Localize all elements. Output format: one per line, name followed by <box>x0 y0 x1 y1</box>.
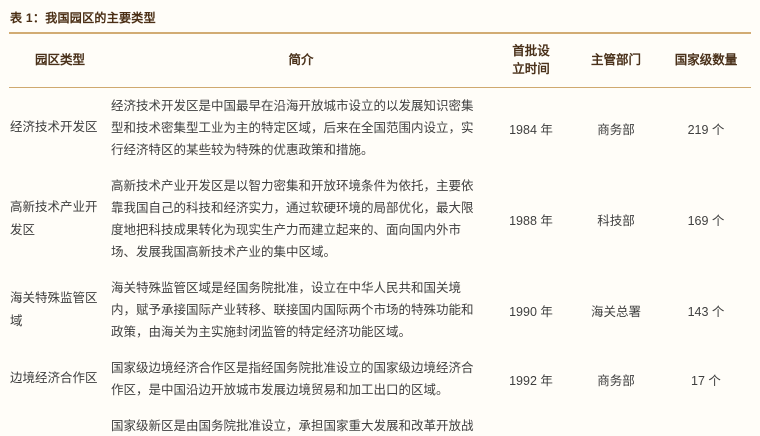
cell-count: 143 个 <box>687 304 725 319</box>
table-body: 经济技术开发区 经济技术开发区是中国最早在沿海开放城市设立的以发展知识密集型和技… <box>9 88 751 436</box>
cell-count: 169 个 <box>687 213 725 228</box>
cell-authority: 海关总署 <box>590 304 641 319</box>
column-header-national-count: 国家级数量 <box>661 34 751 89</box>
table-row: 国家级新区 国家级新区是由国务院批准设立，承担国家重大发展和改革开放战略任务的综… <box>9 408 751 436</box>
table-row: 高新技术产业开发区 高新技术产业开发区是以智力密集和开放环境条件为依托，主要依靠… <box>9 168 751 270</box>
cell-intro: 国家级新区是由国务院批准设立，承担国家重大发展和改革开放战略任务的综合功能区。国… <box>111 408 491 436</box>
cell-intro: 高新技术产业开发区是以智力密集和开放环境条件为依托，主要依靠我国自己的科技和经济… <box>111 179 474 260</box>
cell-count: 219 个 <box>687 122 725 137</box>
header-row: 园区类型 简介 首批设立时间 主管部门 国家级数量 <box>9 34 751 89</box>
park-types-table: 园区类型 简介 首批设立时间 主管部门 国家级数量 经济技术开发区 经济技术开 <box>9 34 751 436</box>
column-header-park-type: 园区类型 <box>9 34 111 89</box>
table-row: 海关特殊监管区域 海关特殊监管区域是经国务院批准，设立在中华人民共和国关境内，赋… <box>9 270 751 350</box>
cell-year: 1992 年 <box>509 373 553 388</box>
cell-year: 1984 年 <box>509 122 553 137</box>
table-title: 表 1：我国园区的主要类型 <box>9 5 751 34</box>
cell-park-type: 边境经济合作区 <box>10 371 98 386</box>
table-row: 经济技术开发区 经济技术开发区是中国最早在沿海开放城市设立的以发展知识密集型和技… <box>9 88 751 169</box>
cell-intro: 国家级边境经济合作区是指经国务院批准设立的国家级边境经济合作区，是中国沿边开放城… <box>111 361 474 398</box>
cell-year: 1988 年 <box>509 213 553 228</box>
table-header: 园区类型 简介 首批设立时间 主管部门 国家级数量 <box>9 34 751 89</box>
table-row: 边境经济合作区 国家级边境经济合作区是指经国务院批准设立的国家级边境经济合作区，… <box>9 350 751 408</box>
cell-count: 17 个 <box>691 373 721 388</box>
cell-park-type: 高新技术产业开发区 <box>10 199 98 238</box>
cell-park-type: 国家级新区 <box>9 408 111 436</box>
cell-intro: 经济技术开发区是中国最早在沿海开放城市设立的以发展知识密集型和技术密集型工业为主… <box>111 99 474 158</box>
cell-authority: 商务部 <box>597 122 635 137</box>
cell-park-type: 经济技术开发区 <box>10 120 98 135</box>
cell-intro: 海关特殊监管区域是经国务院批准，设立在中华人民共和国关境内，赋予承接国际产业转移… <box>111 281 474 340</box>
column-header-intro: 简介 <box>111 34 491 89</box>
cell-park-type: 海关特殊监管区域 <box>10 290 98 329</box>
cell-year: 1990 年 <box>509 304 553 319</box>
column-header-authority: 主管部门 <box>571 34 661 89</box>
cell-count: 19 个 <box>661 408 751 436</box>
column-header-first-setup-time: 首批设立时间 <box>491 34 571 89</box>
cell-authority: 国务院 <box>571 408 661 436</box>
cell-authority: 商务部 <box>597 373 635 388</box>
cell-authority: 科技部 <box>597 213 635 228</box>
cell-year: 1992 年 <box>491 408 571 436</box>
